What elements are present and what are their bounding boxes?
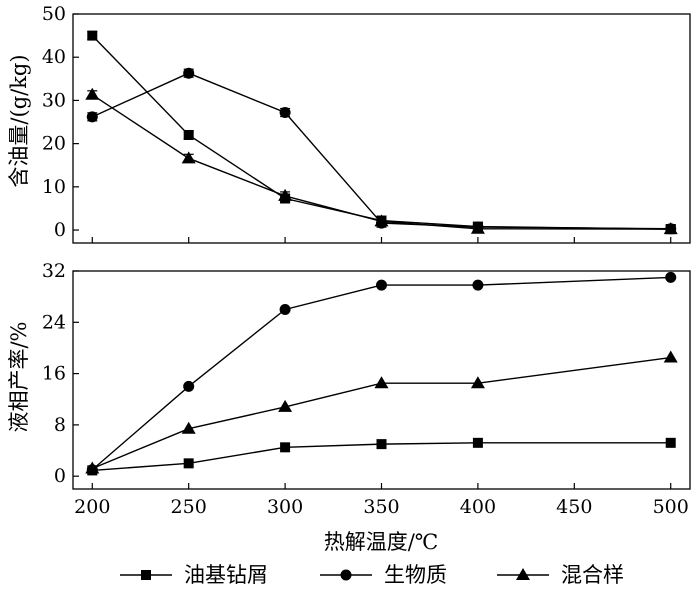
y-tick-label: 0 (54, 219, 66, 241)
series-line (91, 35, 671, 230)
y-tick-label: 40 (42, 46, 66, 68)
data-point-triangle (374, 214, 389, 227)
series-line (92, 356, 671, 470)
y-tick-label: 32 (42, 260, 66, 282)
x-tick-label: 200 (74, 496, 110, 518)
data-point-triangle (663, 222, 678, 235)
data-point-circle (279, 107, 291, 119)
x-axis-title: 热解温度/℃ (324, 530, 439, 554)
data-point-square (376, 439, 387, 450)
series-line (92, 442, 671, 472)
y-tick-label: 24 (42, 311, 66, 333)
y-tick-label: 0 (54, 465, 66, 487)
x-tick-label: 400 (460, 496, 496, 518)
data-point-square (472, 437, 483, 448)
plot-frame (72, 13, 691, 244)
y-tick-label: 8 (54, 414, 66, 436)
series-line (91, 72, 671, 230)
series-line (91, 276, 671, 471)
data-point-circle (376, 279, 387, 291)
x-tick-label: 500 (653, 496, 689, 518)
legend-marker-square (141, 570, 151, 580)
legend-marker-circle (340, 569, 352, 581)
data-point-square (280, 442, 291, 453)
x-tick-label: 300 (267, 496, 303, 518)
y-tick-label: 50 (42, 3, 66, 25)
data-point-square (87, 30, 98, 41)
data-point-square (665, 437, 676, 448)
x-tick-label: 350 (363, 496, 399, 518)
data-point-circle (279, 303, 291, 315)
data-point-square (183, 458, 194, 469)
data-point-square (183, 129, 194, 140)
y-tick-label: 20 (42, 133, 66, 155)
data-point-circle (86, 111, 98, 123)
data-point-triangle (278, 188, 293, 201)
x-tick-label: 250 (171, 496, 207, 518)
data-point-circle (472, 279, 484, 291)
data-point-triangle (85, 461, 100, 474)
data-point-triangle (181, 151, 196, 164)
bottom-y-axis-title: 液相产率/% (7, 321, 31, 432)
data-point-triangle (374, 376, 389, 389)
legend-label: 生物质 (384, 563, 447, 587)
data-point-triangle (470, 376, 485, 389)
y-tick-label: 16 (42, 363, 66, 385)
top-panel: 0 10 20 30 40 50 (42, 3, 691, 244)
bottom-panel: 0 8 16 24 32 200 250 300 350 400 450 500 (42, 260, 691, 518)
legend-label: 混合样 (561, 563, 624, 587)
legend: 油基钻屑 生物质 混合样 (120, 563, 624, 587)
data-point-circle (183, 380, 195, 392)
data-point-triangle (181, 421, 196, 434)
data-point-circle (665, 271, 677, 283)
data-point-triangle (85, 87, 100, 100)
data-point-triangle (663, 350, 678, 363)
y-tick-label: 30 (42, 89, 66, 111)
data-point-circle (183, 67, 195, 79)
y-tick-label: 10 (42, 176, 66, 198)
legend-marker-triangle (516, 568, 530, 580)
data-point-triangle (470, 221, 485, 234)
legend-label: 油基钻屑 (184, 563, 268, 587)
x-tick-label: 450 (556, 496, 592, 518)
data-point-triangle (278, 399, 293, 412)
top-y-axis-title: 含油量/(g/kg) (7, 54, 31, 187)
series-line (91, 94, 671, 230)
